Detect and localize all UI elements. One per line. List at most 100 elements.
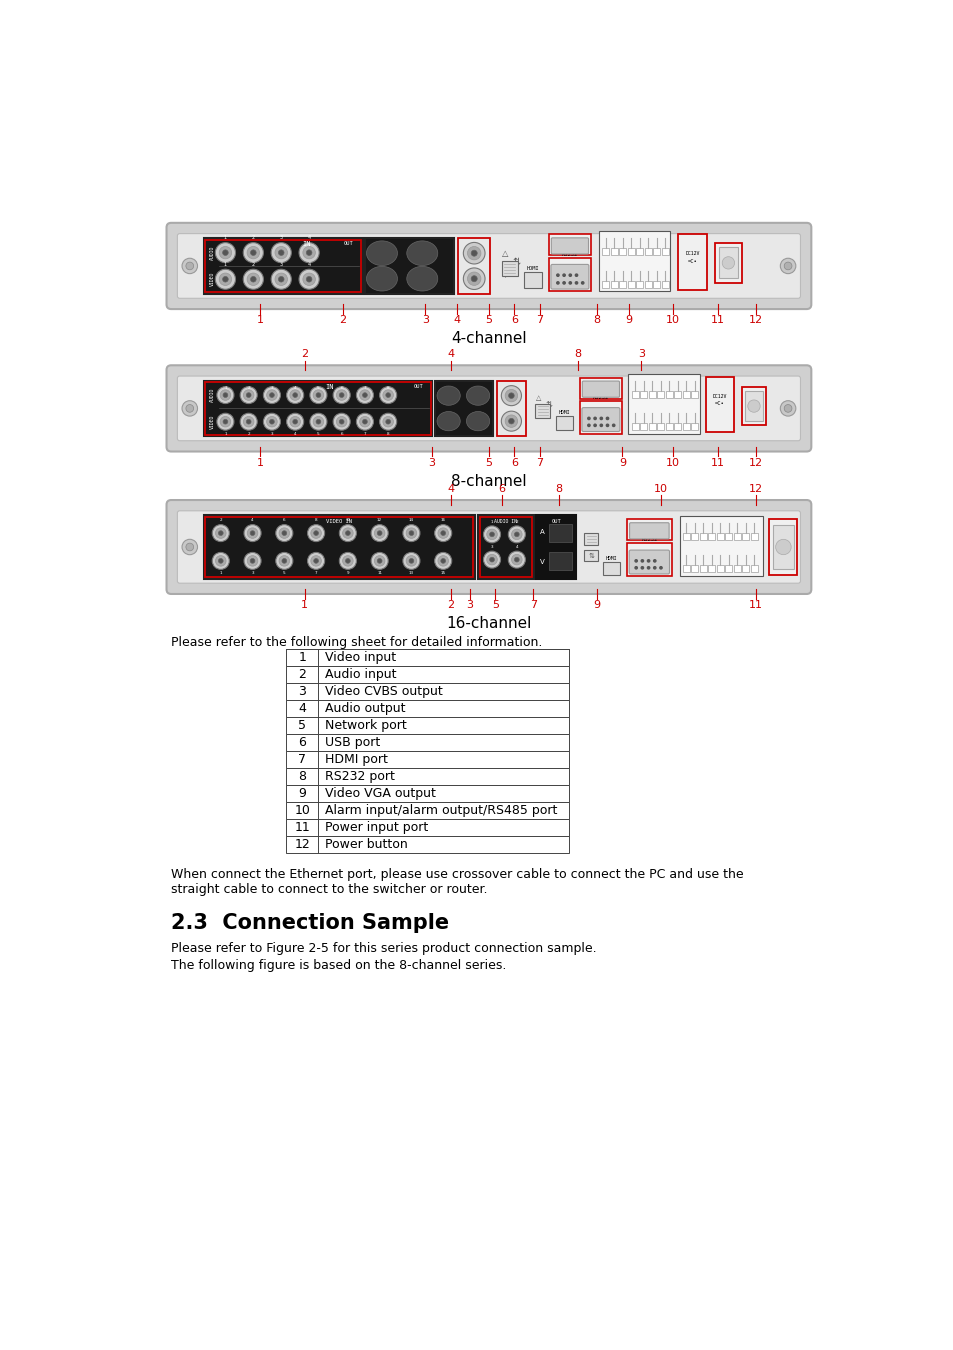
Bar bbox=[657, 390, 663, 398]
Bar bbox=[665, 390, 672, 398]
Text: RS232: RS232 bbox=[640, 536, 657, 541]
Text: 1: 1 bbox=[224, 432, 227, 436]
Circle shape bbox=[508, 393, 514, 398]
Circle shape bbox=[376, 531, 381, 536]
Circle shape bbox=[223, 393, 228, 397]
Circle shape bbox=[246, 420, 251, 424]
Circle shape bbox=[339, 552, 356, 570]
Text: 4: 4 bbox=[447, 483, 454, 494]
Text: 2: 2 bbox=[339, 316, 346, 325]
Bar bbox=[769, 520, 797, 575]
Circle shape bbox=[500, 386, 521, 405]
Circle shape bbox=[406, 528, 416, 539]
Text: 11: 11 bbox=[710, 316, 724, 325]
Circle shape bbox=[333, 413, 350, 431]
Bar bbox=[682, 423, 689, 429]
Circle shape bbox=[783, 262, 791, 270]
Bar bbox=[691, 566, 698, 572]
FancyBboxPatch shape bbox=[629, 522, 668, 539]
Circle shape bbox=[402, 525, 419, 541]
Bar bbox=[699, 533, 706, 540]
Text: Please refer to the following sheet for detailed information.: Please refer to the following sheet for … bbox=[171, 636, 542, 648]
Text: 1: 1 bbox=[224, 262, 227, 267]
Bar bbox=[601, 248, 608, 255]
Ellipse shape bbox=[466, 412, 489, 431]
Bar bbox=[750, 533, 757, 540]
Bar bbox=[601, 281, 608, 288]
Circle shape bbox=[557, 282, 558, 284]
Circle shape bbox=[780, 539, 795, 555]
Bar bbox=[699, 566, 706, 572]
Text: 11: 11 bbox=[376, 571, 382, 575]
Circle shape bbox=[278, 250, 284, 255]
Circle shape bbox=[599, 424, 602, 427]
Bar bbox=[733, 566, 740, 572]
Circle shape bbox=[182, 539, 197, 555]
Bar bbox=[286, 751, 568, 768]
Text: 3: 3 bbox=[271, 386, 273, 390]
Circle shape bbox=[345, 559, 350, 563]
Bar bbox=[205, 517, 473, 576]
Bar bbox=[707, 533, 715, 540]
Text: HDMI: HDMI bbox=[605, 556, 617, 560]
Bar bbox=[536, 516, 576, 579]
Circle shape bbox=[307, 525, 324, 541]
Text: 5: 5 bbox=[298, 720, 306, 732]
Circle shape bbox=[653, 560, 656, 562]
Text: When connect the Ethernet port, please use crossover cable to connect the PC and: When connect the Ethernet port, please u… bbox=[171, 868, 743, 882]
Bar bbox=[653, 248, 659, 255]
Text: 8: 8 bbox=[593, 316, 599, 325]
Circle shape bbox=[306, 277, 312, 282]
Ellipse shape bbox=[366, 266, 397, 292]
Circle shape bbox=[339, 420, 344, 424]
Text: 3: 3 bbox=[279, 262, 282, 267]
FancyBboxPatch shape bbox=[551, 238, 588, 254]
Text: Video VGA output: Video VGA output bbox=[324, 787, 435, 801]
Circle shape bbox=[311, 556, 321, 566]
Bar bbox=[724, 533, 732, 540]
Circle shape bbox=[263, 386, 280, 404]
Circle shape bbox=[186, 405, 193, 412]
Text: 6: 6 bbox=[510, 316, 517, 325]
Circle shape bbox=[500, 412, 521, 431]
Bar bbox=[286, 701, 568, 717]
Text: 7: 7 bbox=[536, 458, 543, 467]
Bar bbox=[523, 273, 542, 288]
Circle shape bbox=[219, 273, 232, 285]
Text: 3: 3 bbox=[298, 686, 306, 698]
Circle shape bbox=[587, 424, 590, 427]
Circle shape bbox=[270, 393, 274, 397]
Bar bbox=[548, 234, 591, 255]
Text: 5: 5 bbox=[316, 386, 319, 390]
Text: AUDIO IN: AUDIO IN bbox=[494, 518, 517, 524]
Bar bbox=[682, 566, 689, 572]
Circle shape bbox=[640, 567, 643, 568]
Text: =C•: =C• bbox=[714, 401, 724, 406]
Bar bbox=[556, 416, 573, 429]
Circle shape bbox=[463, 267, 484, 289]
Circle shape bbox=[385, 420, 390, 424]
FancyBboxPatch shape bbox=[167, 366, 810, 451]
Text: 7: 7 bbox=[298, 753, 306, 765]
FancyBboxPatch shape bbox=[581, 381, 618, 397]
Circle shape bbox=[222, 277, 228, 282]
Text: 13: 13 bbox=[409, 571, 414, 575]
Text: =C•: =C• bbox=[687, 259, 697, 263]
Circle shape bbox=[505, 389, 517, 402]
Circle shape bbox=[247, 556, 257, 566]
Text: 8: 8 bbox=[298, 769, 306, 783]
Bar bbox=[631, 423, 638, 429]
FancyBboxPatch shape bbox=[629, 549, 669, 574]
Circle shape bbox=[594, 417, 596, 420]
Bar bbox=[627, 248, 634, 255]
Bar bbox=[579, 401, 621, 433]
Circle shape bbox=[290, 390, 300, 401]
Circle shape bbox=[783, 543, 791, 551]
Bar bbox=[772, 525, 794, 570]
Circle shape bbox=[371, 525, 388, 541]
Bar bbox=[618, 281, 625, 288]
Bar bbox=[286, 667, 568, 683]
Circle shape bbox=[511, 555, 521, 564]
Circle shape bbox=[266, 390, 277, 401]
Circle shape bbox=[587, 417, 590, 420]
